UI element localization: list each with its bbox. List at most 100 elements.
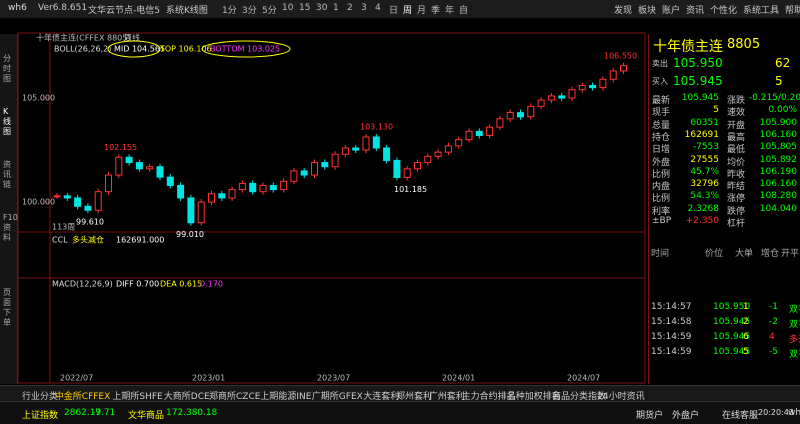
trade-cell: 6 [743,332,749,342]
period-button[interactable]: 自 [459,6,469,16]
menu-item[interactable]: 系统工具 [743,6,780,16]
exchange-tab[interactable]: 24小时资讯 [597,392,645,402]
trade-cell: -5 [769,347,778,357]
exchange-tab[interactable]: 广州套利 [428,392,465,402]
status-item[interactable]: 外盘户 [672,411,700,421]
field-label: 杠杆 [727,219,746,229]
field-value: 106.190 [759,166,797,177]
period-button[interactable]: 4 [375,3,381,13]
menu-item[interactable]: 发现 [614,6,633,16]
candle [517,112,524,118]
field-value: -7553 [692,142,719,153]
side-tab[interactable]: 资讯链 [3,160,11,189]
boll-mid: MID 104.565 [114,45,165,54]
period-button[interactable]: 2 [347,3,353,13]
field-value: 105.805 [759,142,797,153]
ccl-state: 多头减仓 [72,235,104,245]
index-name: 文华商品 [128,411,165,421]
server-node: 文华云节点-电信5 [88,6,160,16]
period-button[interactable]: 5分 [262,6,277,16]
side-tab[interactable]: F10资料 [3,213,18,242]
exchange-tab[interactable]: 郑商所CZCE [209,392,261,402]
status-bar: 上证指数 2862.19 -7.71 文华商品 172.38 -0.18 期货户 外盘户 在线客… [0,401,800,424]
candle [228,189,236,199]
macd-diff: DIFF 0.700 [116,280,159,289]
candle [362,136,370,151]
period-button[interactable]: 年 [445,6,455,16]
period-button[interactable]: 10 [282,3,294,13]
trade-cell: 双平 [789,305,800,315]
candle [568,89,576,99]
price-label: 102.155 [104,143,137,152]
candle [331,153,339,168]
chart-header: 十年债主连(CFFEX 8805) [36,33,130,43]
period-button[interactable]: 月 [417,6,427,16]
candle [352,147,360,151]
price-label: 99.610 [76,218,104,227]
period-button[interactable]: 周 [403,6,413,16]
menu-item[interactable]: 板块 [638,6,657,16]
field-value: 106.160 [759,179,797,190]
field-label: 外盘 [652,157,671,168]
field-label: 跌停 [727,206,746,217]
side-tab[interactable]: 页面下单 [3,288,11,327]
exchange-tab[interactable]: 上期所SHFE [112,392,163,402]
exchange-tab[interactable]: 主力合约排名 [461,392,516,402]
candle [249,182,257,193]
period-button[interactable]: 15 [299,3,311,13]
side-tab[interactable]: 分时图 [3,54,11,83]
exchange-tab[interactable]: 商品分类指数 [552,392,607,402]
period-button[interactable]: 3分 [242,6,257,16]
menu-item[interactable]: 账户 [662,6,681,16]
chart-frame [17,32,646,384]
exchange-tab[interactable]: 行业分类 [22,392,59,402]
title-bar: wh6 Ver6.8.651 文华云节点-电信5 系统K线图 1分 3分 5分 10 15 30 1… [0,0,800,18]
candle [599,78,607,89]
field-label: 均价 [727,157,746,168]
exchange-tab[interactable]: 上期能源INE [260,392,312,402]
exchange-tab[interactable]: 郑州套利 [396,392,433,402]
field-label: 昨收 [727,169,746,180]
candle [486,126,494,136]
exchange-tab[interactable]: 大商所DCE [163,392,210,402]
exchange-tab[interactable]: 广期所GFEX [311,392,363,402]
field-value: 106.160 [759,129,797,140]
status-item[interactable]: 期货户 [636,411,664,421]
field-label: ±BP [652,216,672,226]
trade-cell: -1 [769,302,778,312]
exchange-tab[interactable]: 中金所CFFEX [54,392,111,402]
status-item[interactable]: 在线客服 [722,411,759,421]
field-value: 27555 [690,154,719,165]
exchange-tab[interactable]: 品种加权排名 [506,392,561,402]
period-button[interactable]: 1 [333,3,339,13]
candle [414,162,421,170]
period-button[interactable]: 1分 [222,6,237,16]
candle [146,166,154,170]
index-name: 上证指数 [22,411,59,421]
index-change: -7.71 [92,408,116,418]
field-value: 54.3% [690,191,719,202]
menu-item[interactable]: 个性化 [710,6,738,16]
app-name: wh6 [8,3,27,13]
field-value: +2.350 [685,216,719,226]
candle [403,168,411,178]
period-button[interactable]: 日 [389,6,399,16]
exchange-tab[interactable]: 大连套利 [363,392,400,402]
field-label: 利率 [652,206,671,217]
sell-price: 105.950 [673,56,723,70]
field-value: 5 [713,105,719,116]
period-button[interactable]: 30 [316,3,328,13]
side-tab[interactable]: K线图 [3,107,11,136]
menu-item[interactable]: 资讯 [686,6,705,16]
boll-bottom: BOTTOM 103.025 [210,45,280,54]
candle [156,166,164,178]
candle [475,130,483,137]
candle [177,184,185,199]
candle [269,184,277,191]
period-button[interactable]: 季 [431,6,441,16]
period-button[interactable]: 3 [361,3,367,13]
candle [341,147,349,155]
candle [444,145,452,153]
menu-item[interactable]: 帮助 [785,6,800,16]
